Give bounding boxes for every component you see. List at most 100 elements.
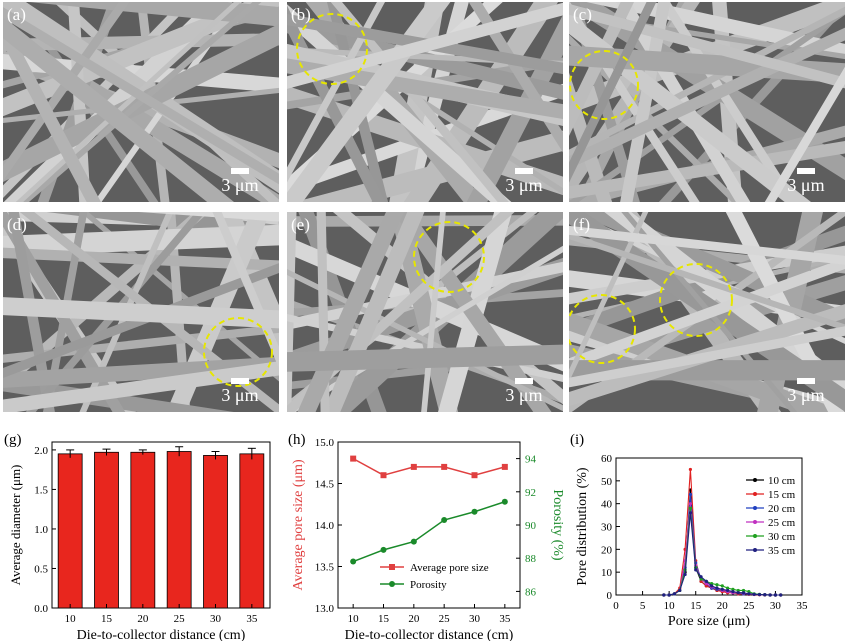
fiber (569, 3, 845, 89)
bar (203, 455, 228, 609)
scale-bar: 3 μm (781, 168, 831, 196)
legend-marker (753, 478, 757, 482)
y-right-tick-label: 92 (525, 487, 536, 499)
series-line (663, 503, 781, 596)
data-point (704, 579, 708, 583)
y-tick-label: 13.0 (315, 603, 335, 615)
bar (94, 451, 119, 609)
highlight-circle (203, 317, 273, 387)
panel-label: (f) (573, 215, 590, 234)
x-tick-label: 10 (65, 613, 77, 625)
data-point (779, 593, 783, 597)
data-point (731, 589, 735, 594)
fiber-image (3, 2, 279, 202)
data-point (380, 472, 387, 479)
panel-label: (i) (570, 432, 584, 448)
fiber (3, 297, 279, 329)
scale-bar-label: 3 μm (505, 175, 543, 195)
scale-bar-line (515, 168, 533, 174)
data-point (747, 592, 751, 596)
x-tick-label: 30 (469, 613, 481, 625)
fiber-image (287, 212, 563, 412)
data-point (757, 592, 762, 597)
fiber (764, 66, 845, 202)
x-tick-label: 35 (246, 613, 258, 625)
y-right-axis-label: Porosity (%) (550, 489, 565, 561)
fiber (20, 2, 262, 202)
scale-bar-label: 3 μm (787, 175, 825, 195)
legend-marker (753, 548, 757, 552)
y-tick-label: 40 (601, 499, 613, 511)
y-tick-label: 50 (601, 476, 613, 488)
x-tick-label: 15 (378, 613, 390, 625)
y-tick-label: 20 (601, 544, 613, 556)
fiber (569, 13, 812, 202)
data-point (672, 592, 677, 596)
y-tick-label: 10 (601, 567, 613, 579)
y-tick-label: 0.5 (34, 563, 48, 575)
scale-bar-line (231, 168, 249, 174)
fiber (297, 212, 405, 412)
fiber (569, 257, 845, 370)
panel-label: (h) (288, 432, 306, 448)
legend-marker (753, 492, 757, 496)
data-point (688, 506, 692, 510)
fiber (569, 27, 845, 169)
fiber (569, 212, 649, 383)
y-right-tick-label: 88 (525, 553, 537, 565)
legend-marker (753, 520, 757, 524)
x-axis-label: Die-to-collector distance (cm) (345, 628, 514, 641)
scale-bar: 3 μm (215, 168, 265, 196)
fiber (569, 2, 657, 183)
series-line (352, 501, 506, 563)
data-point (699, 577, 703, 581)
data-point (441, 463, 448, 470)
legend-marker (753, 534, 757, 538)
micrograph-panel: (f) 3 μm (569, 212, 845, 412)
fiber (3, 16, 235, 202)
data-point (710, 584, 714, 588)
bar (239, 453, 265, 609)
y-right-tick-label: 86 (525, 586, 537, 598)
data-point (662, 593, 666, 597)
data-point (741, 588, 746, 593)
data-point (720, 584, 724, 588)
y-tick-label: 60 (601, 453, 613, 465)
fiber-image (3, 212, 279, 412)
x-tick-label: 5 (640, 600, 646, 612)
fiber (3, 247, 279, 271)
data-point (699, 575, 703, 579)
highlight-circle (413, 221, 485, 293)
chart-pore-size-porosity: (h) 13.0 13.5 14.0 14.5 15.0 86 88 90 92 94 10 15 20 2… (288, 432, 565, 641)
legend-marker (389, 581, 395, 587)
y-right-tick-label: 90 (525, 520, 537, 532)
data-point (704, 584, 708, 588)
series-line (352, 457, 506, 477)
scale-bar-line (515, 378, 533, 384)
y-tick-label: 1.0 (34, 524, 48, 536)
y-tick-label: 2.0 (34, 445, 48, 457)
x-tick-label: 35 (797, 600, 809, 612)
highlight-circle (296, 13, 368, 85)
y-tick-label: 15.0 (315, 437, 335, 449)
fiber (3, 16, 101, 202)
highlight-circle (569, 294, 636, 364)
data-point (731, 587, 735, 591)
data-point (688, 467, 692, 472)
scale-bar-label: 3 μm (221, 385, 259, 405)
fiber (3, 2, 130, 181)
highlight-circle (659, 263, 733, 337)
data-point (678, 588, 682, 593)
data-point (380, 546, 387, 553)
x-tick-label: 15 (690, 600, 702, 612)
legend-label: Average pore size (410, 562, 489, 574)
panel-label: (b) (291, 5, 311, 24)
y-axis-label: Average pore size (μm) (291, 459, 306, 591)
x-tick-label: 20 (408, 613, 420, 625)
scale-bar-label: 3 μm (787, 385, 825, 405)
fiber (569, 140, 845, 199)
data-point (688, 492, 692, 497)
data-point (768, 593, 772, 597)
x-tick-label: 20 (717, 600, 729, 612)
scale-bar-label: 3 μm (221, 175, 259, 195)
